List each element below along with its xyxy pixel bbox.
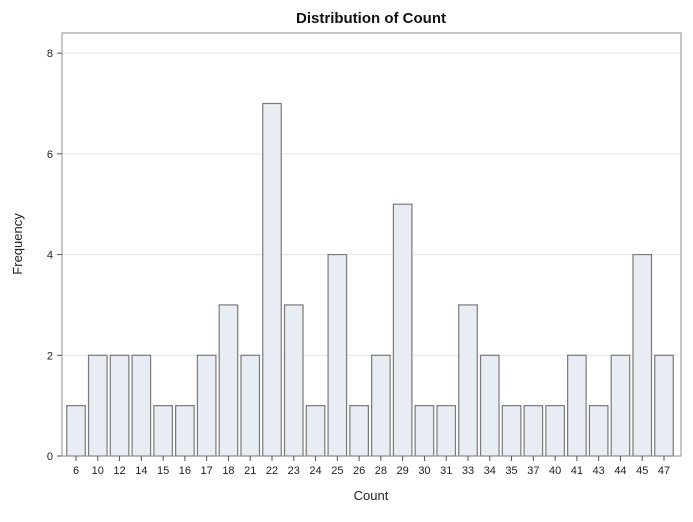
bar-15 <box>153 405 173 457</box>
bar-22 <box>262 102 282 457</box>
x-axis: 6 10 12 14 15 16 17 18 21 22 23 24 25 26 28 29 30 31 33 34 3… <box>73 456 670 477</box>
bar-17 <box>196 354 217 457</box>
x-tick-label: 24 <box>309 465 321 477</box>
y-axis: 0 2 4 6 8 <box>47 48 62 463</box>
x-tick-label: 28 <box>375 465 387 477</box>
bar-37 <box>523 405 544 457</box>
bar-10 <box>87 354 108 457</box>
x-tick-label: 25 <box>331 465 343 477</box>
x-tick-label: 45 <box>636 465 648 477</box>
bar-14 <box>131 354 152 457</box>
x-tick-label: 33 <box>462 465 474 477</box>
x-tick-label: 30 <box>418 465 430 477</box>
bar-34 <box>479 354 500 457</box>
bars <box>66 102 674 457</box>
x-tick-label: 22 <box>266 465 278 477</box>
x-tick-label: 35 <box>505 465 517 477</box>
bar-18 <box>218 304 239 457</box>
bar-28 <box>371 354 391 457</box>
x-tick-label: 23 <box>288 465 300 477</box>
x-tick-label: 12 <box>113 465 125 477</box>
x-tick-label: 34 <box>484 465 496 477</box>
bar-31 <box>436 405 457 457</box>
y-tick-label: 8 <box>47 48 53 60</box>
x-tick-label: 21 <box>244 465 256 477</box>
x-tick-label: 10 <box>92 465 104 477</box>
x-tick-label: 44 <box>614 465 626 477</box>
y-tick-label: 0 <box>47 451 53 463</box>
bar-6 <box>66 405 86 457</box>
bar-23 <box>283 304 304 457</box>
y-tick-label: 6 <box>47 149 53 161</box>
x-tick-label: 37 <box>527 465 539 477</box>
gridlines <box>62 52 681 356</box>
x-tick-label: 26 <box>353 465 365 477</box>
x-tick-label: 18 <box>222 465 234 477</box>
y-tick-label: 2 <box>47 350 53 362</box>
y-axis-label: Frequency <box>10 213 25 275</box>
x-tick-label: 17 <box>201 465 213 477</box>
bar-16 <box>175 405 195 457</box>
x-tick-label: 31 <box>440 465 452 477</box>
x-tick-label: 47 <box>658 465 670 477</box>
bar-40 <box>545 405 565 457</box>
bar-29 <box>392 203 413 457</box>
x-tick-label: 43 <box>593 465 605 477</box>
bar-43 <box>588 405 609 457</box>
bar-26 <box>349 405 369 457</box>
bar-44 <box>610 354 631 457</box>
x-tick-label: 15 <box>157 465 169 477</box>
bar-33 <box>458 304 478 457</box>
y-tick-label: 4 <box>47 250 53 262</box>
plot-frame <box>61 32 682 457</box>
x-tick-label: 40 <box>549 465 561 477</box>
bar-12 <box>109 354 130 457</box>
x-tick-label: 41 <box>571 465 583 477</box>
x-axis-label: Count <box>354 488 389 503</box>
x-tick-label: 6 <box>73 465 79 477</box>
bar-30 <box>414 405 435 457</box>
x-tick-label: 29 <box>397 465 409 477</box>
bar-35 <box>501 405 522 457</box>
x-tick-label: 16 <box>179 465 191 477</box>
bar-47 <box>654 354 674 457</box>
bar-45 <box>632 253 653 457</box>
chart-title: Distribution of Count <box>296 10 446 27</box>
bar-24 <box>305 405 326 457</box>
bar-25 <box>327 253 348 457</box>
bar-21 <box>240 354 261 457</box>
bar-41 <box>567 354 587 457</box>
x-tick-label: 14 <box>135 465 147 477</box>
